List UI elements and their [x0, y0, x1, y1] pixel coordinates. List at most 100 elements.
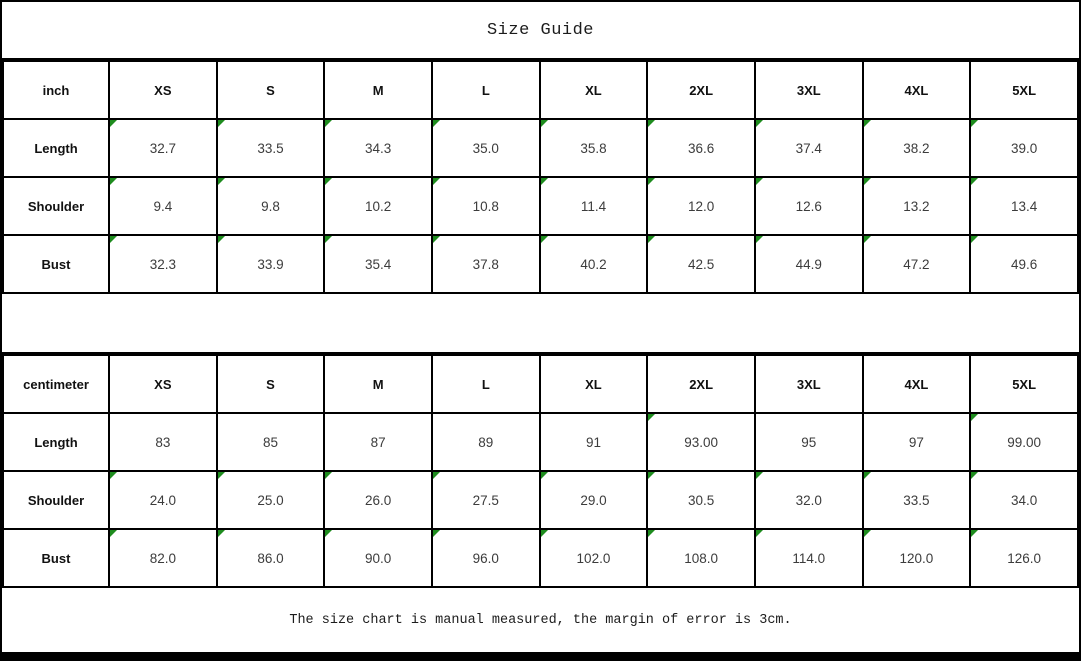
value-cell: 87 — [323, 412, 433, 472]
table-row: Length 83 85 87 89 91 93.00 95 97 99.00 — [2, 412, 1079, 472]
cell-corner-marker-icon — [649, 473, 656, 479]
cell-corner-marker-icon — [326, 179, 333, 185]
cell-corner-marker-icon — [756, 121, 763, 127]
value-cell: 120.0 — [861, 528, 972, 588]
value-cell: 96.0 — [430, 528, 541, 588]
value-cell: 13.2 — [861, 176, 972, 236]
value-cell: 34.0 — [969, 470, 1079, 530]
value-cell: 91 — [538, 412, 649, 472]
value-cell: 10.2 — [323, 176, 433, 236]
value-cell: 89 — [430, 412, 541, 472]
value-cell: 9.4 — [108, 176, 218, 236]
value-cell: 90.0 — [323, 528, 433, 588]
value-cell: 93.00 — [646, 412, 756, 472]
table-row: Bust 32.3 33.9 35.4 37.8 40.2 42.5 44.9 47.2 49.6 — [2, 234, 1079, 294]
unit-header-cell: centimeter — [2, 354, 110, 414]
cell-corner-marker-icon — [864, 531, 871, 537]
cell-corner-marker-icon — [433, 237, 440, 243]
size-header-cell: L — [430, 354, 541, 414]
value-cell: 83 — [108, 412, 218, 472]
cell-corner-marker-icon — [756, 179, 763, 185]
cell-corner-marker-icon — [326, 531, 333, 537]
value-cell: 33.5 — [861, 470, 972, 530]
cell-corner-marker-icon — [218, 179, 225, 185]
cell-corner-marker-icon — [864, 179, 871, 185]
value-cell: 12.0 — [646, 176, 756, 236]
value-cell: 34.3 — [323, 118, 433, 178]
value-cell: 27.5 — [430, 470, 541, 530]
value-cell: 108.0 — [646, 528, 756, 588]
cell-corner-marker-icon — [649, 179, 656, 185]
cell-corner-marker-icon — [326, 121, 333, 127]
value-cell: 35.0 — [430, 118, 541, 178]
size-header-cell: 4XL — [861, 354, 972, 414]
value-cell: 86.0 — [215, 528, 326, 588]
value-cell: 26.0 — [323, 470, 433, 530]
cell-corner-marker-icon — [541, 179, 548, 185]
cell-corner-marker-icon — [541, 531, 548, 537]
value-cell: 37.8 — [430, 234, 541, 294]
cell-corner-marker-icon — [972, 473, 979, 479]
centimeter-size-table: centimeter XS S M L XL 2XL 3XL 4XL 5XL Length 83 85 8… — [2, 354, 1079, 588]
value-cell: 33.5 — [215, 118, 326, 178]
value-cell: 102.0 — [538, 528, 649, 588]
cell-corner-marker-icon — [218, 237, 225, 243]
value-cell: 49.6 — [969, 234, 1079, 294]
cell-corner-marker-icon — [110, 473, 117, 479]
value-cell: 42.5 — [646, 234, 756, 294]
row-label-cell: Shoulder — [2, 470, 110, 530]
size-header-cell: XS — [108, 60, 218, 120]
value-cell: 85 — [215, 412, 326, 472]
value-cell: 32.7 — [108, 118, 218, 178]
cell-corner-marker-icon — [649, 237, 656, 243]
page-title: Size Guide — [2, 2, 1079, 60]
cell-corner-marker-icon — [756, 237, 763, 243]
value-cell: 47.2 — [861, 234, 972, 294]
size-header-cell: 3XL — [753, 354, 864, 414]
table-spacer — [2, 294, 1079, 354]
size-header-cell: S — [215, 354, 326, 414]
cell-corner-marker-icon — [972, 531, 979, 537]
cell-corner-marker-icon — [864, 473, 871, 479]
cell-corner-marker-icon — [110, 121, 117, 127]
value-cell: 126.0 — [969, 528, 1079, 588]
value-cell: 30.5 — [646, 470, 756, 530]
cell-corner-marker-icon — [541, 237, 548, 243]
size-header-cell: 2XL — [646, 60, 756, 120]
cell-corner-marker-icon — [218, 473, 225, 479]
value-cell: 32.3 — [108, 234, 218, 294]
size-header-cell: XL — [538, 60, 649, 120]
cell-corner-marker-icon — [972, 237, 979, 243]
row-label-cell: Length — [2, 118, 110, 178]
size-header-cell: XS — [108, 354, 218, 414]
cell-corner-marker-icon — [972, 121, 979, 127]
row-label-cell: Bust — [2, 528, 110, 588]
size-header-cell: XL — [538, 354, 649, 414]
cell-corner-marker-icon — [972, 415, 979, 421]
value-cell: 36.6 — [646, 118, 756, 178]
cell-corner-marker-icon — [110, 179, 117, 185]
value-cell: 114.0 — [753, 528, 864, 588]
cell-corner-marker-icon — [110, 237, 117, 243]
value-cell: 82.0 — [108, 528, 218, 588]
cell-corner-marker-icon — [649, 121, 656, 127]
cell-corner-marker-icon — [756, 531, 763, 537]
cell-corner-marker-icon — [541, 121, 548, 127]
cell-corner-marker-icon — [433, 179, 440, 185]
value-cell: 25.0 — [215, 470, 326, 530]
value-cell: 99.00 — [969, 412, 1079, 472]
row-label-cell: Shoulder — [2, 176, 110, 236]
value-cell: 29.0 — [538, 470, 649, 530]
table-row: Shoulder 24.0 25.0 26.0 27.5 29.0 30.5 32.0 33.5… — [2, 470, 1079, 530]
table-row: Shoulder 9.4 9.8 10.2 10.8 11.4 12.0 12.6 13.2 13… — [2, 176, 1079, 236]
row-label-cell: Bust — [2, 234, 110, 294]
value-cell: 9.8 — [215, 176, 326, 236]
cell-corner-marker-icon — [433, 121, 440, 127]
value-cell: 24.0 — [108, 470, 218, 530]
row-label-cell: Length — [2, 412, 110, 472]
value-cell: 37.4 — [753, 118, 864, 178]
header-row: centimeter XS S M L XL 2XL 3XL 4XL 5XL — [2, 354, 1079, 414]
value-cell: 13.4 — [969, 176, 1079, 236]
cell-corner-marker-icon — [433, 531, 440, 537]
